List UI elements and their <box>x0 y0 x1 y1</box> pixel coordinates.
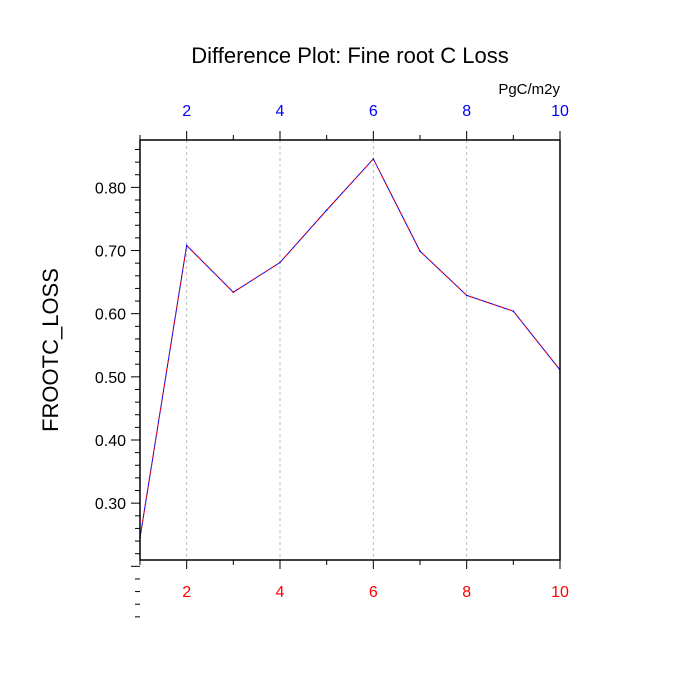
x-tick-label-top-2: 6 <box>369 103 378 120</box>
data-point-3 <box>279 261 281 264</box>
x-tick-label-bottom-3: 8 <box>462 584 471 601</box>
chart-title: Difference Plot: Fine root C Loss <box>191 43 509 68</box>
grid-lines <box>186 140 561 560</box>
x-tick-label-top-0: 2 <box>182 103 191 120</box>
y-tick-label-5: 0.80 <box>95 180 126 197</box>
x-tick-label-bottom-2: 6 <box>369 584 378 601</box>
y-tick-label-3: 0.60 <box>95 307 126 324</box>
x-tick-label-top-3: 8 <box>462 103 471 120</box>
y-axis-label: FROOTC_LOSS <box>38 268 63 432</box>
data-point-7 <box>465 294 468 297</box>
series-line-dash <box>139 158 561 538</box>
x-tick-label-top-1: 4 <box>276 103 285 120</box>
x-tick-label-top-4: 10 <box>551 103 569 120</box>
x-tick-label-bottom-1: 4 <box>276 584 285 601</box>
y-tick-label-2: 0.50 <box>95 370 126 387</box>
y-tick-label-0: 0.30 <box>95 496 126 513</box>
y-tick-label-1: 0.40 <box>95 433 126 450</box>
units-label: PgC/m2y <box>498 81 560 98</box>
data-point-4 <box>325 209 328 211</box>
data-series <box>139 158 561 539</box>
x-tick-label-bottom-4: 10 <box>551 584 569 601</box>
data-point-8 <box>512 310 515 312</box>
data-point-5 <box>372 158 375 160</box>
plot-frame <box>139 139 561 561</box>
axis-ticks <box>131 131 561 618</box>
x-tick-label-bottom-0: 2 <box>182 584 191 601</box>
data-point-1 <box>185 244 188 247</box>
series-line <box>139 158 561 538</box>
y-tick-label-4: 0.70 <box>95 244 126 261</box>
data-point-6 <box>419 250 421 252</box>
data-point-2 <box>232 291 235 294</box>
tick-labels: 2 2 4 4 6 6 8 8 10 10 0.30 0.40 0.50 0.60 0.70 0.80 <box>95 103 569 601</box>
